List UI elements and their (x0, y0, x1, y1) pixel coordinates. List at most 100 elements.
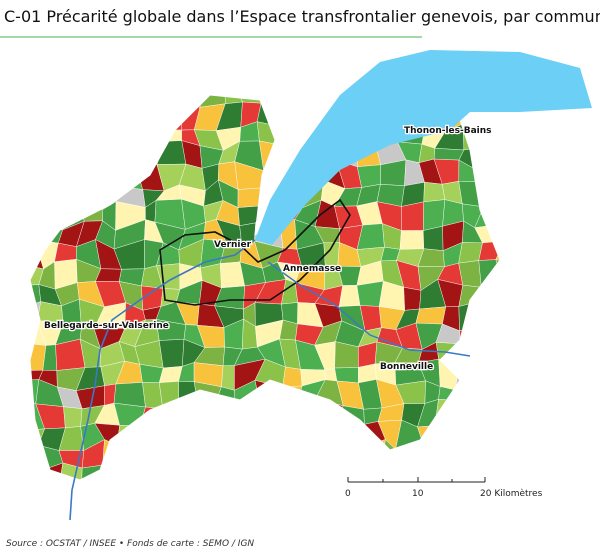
commune (135, 104, 165, 131)
commune (30, 118, 42, 147)
commune (133, 460, 165, 480)
commune (30, 145, 39, 171)
commune (455, 363, 484, 391)
commune (135, 124, 166, 150)
commune (433, 148, 465, 161)
commune (221, 365, 235, 391)
commune (253, 421, 283, 450)
place-label: Vernier (214, 240, 252, 250)
place-label: Annemasse (283, 264, 341, 274)
commune (459, 460, 486, 480)
commune (97, 101, 122, 131)
commune (494, 439, 500, 472)
commune (158, 95, 183, 107)
commune (54, 158, 81, 186)
commune (30, 342, 47, 371)
commune (480, 343, 500, 370)
commune (153, 129, 182, 142)
commune (437, 479, 465, 480)
commune (237, 205, 266, 226)
commune (474, 401, 500, 423)
commune (415, 461, 439, 480)
scale-label: 20 Kilomètres (480, 488, 543, 499)
commune (236, 421, 266, 449)
commune (504, 187, 525, 205)
commune (30, 479, 45, 480)
commune (55, 488, 82, 510)
commune (53, 183, 81, 201)
commune (30, 379, 40, 405)
commune (295, 399, 320, 430)
commune (281, 446, 296, 469)
commune (480, 181, 500, 208)
commune (224, 95, 243, 104)
commune (434, 418, 466, 449)
commune (359, 466, 382, 480)
commune (503, 139, 523, 169)
commune (178, 418, 205, 447)
commune (276, 103, 304, 129)
commune (213, 404, 247, 428)
commune (494, 279, 500, 310)
commune (503, 168, 519, 189)
commune (458, 181, 484, 208)
commune (338, 285, 361, 307)
commune (359, 439, 386, 472)
commune (275, 385, 303, 406)
commune (458, 343, 484, 370)
commune (458, 302, 480, 332)
commune (318, 440, 340, 462)
commune (215, 439, 245, 468)
commune (478, 240, 500, 261)
commune (318, 428, 340, 444)
commune (101, 464, 125, 480)
river-arve (267, 261, 471, 357)
scale-bar: 0 10 20 Kilomètres (345, 477, 543, 499)
commune (139, 424, 162, 443)
commune (502, 200, 525, 224)
commune (394, 446, 425, 471)
commune (293, 440, 325, 469)
commune (30, 239, 44, 270)
commune (178, 405, 205, 424)
commune (160, 441, 179, 469)
commune (501, 320, 525, 349)
commune (293, 460, 326, 480)
commune (156, 140, 187, 165)
commune (481, 419, 500, 443)
place-label: Thonon-les-Bains (404, 126, 492, 136)
commune (262, 447, 283, 470)
commune (37, 183, 59, 211)
commune (423, 225, 444, 251)
commune (479, 319, 500, 350)
commune (459, 441, 486, 463)
commune (415, 306, 447, 325)
commune (303, 95, 319, 110)
commune (30, 95, 41, 111)
commune (375, 485, 399, 504)
commune (195, 440, 217, 470)
map-title: C-01 Précarité globale dans l’Espace tra… (4, 7, 600, 26)
commune (216, 463, 245, 480)
commune (374, 463, 400, 480)
commune (243, 459, 264, 480)
commune (140, 440, 165, 469)
commune (277, 95, 306, 110)
commune (501, 399, 525, 426)
commune (74, 158, 102, 188)
commune (74, 142, 102, 171)
commune (334, 443, 364, 472)
commune (281, 467, 299, 480)
commune (154, 463, 179, 480)
commune (125, 485, 145, 510)
lake (255, 50, 592, 245)
commune (274, 404, 303, 427)
commune (34, 142, 64, 161)
commune (298, 487, 325, 505)
commune (318, 460, 344, 480)
commune (118, 101, 146, 131)
commune (481, 439, 497, 470)
commune (416, 444, 436, 471)
commune (100, 160, 123, 188)
